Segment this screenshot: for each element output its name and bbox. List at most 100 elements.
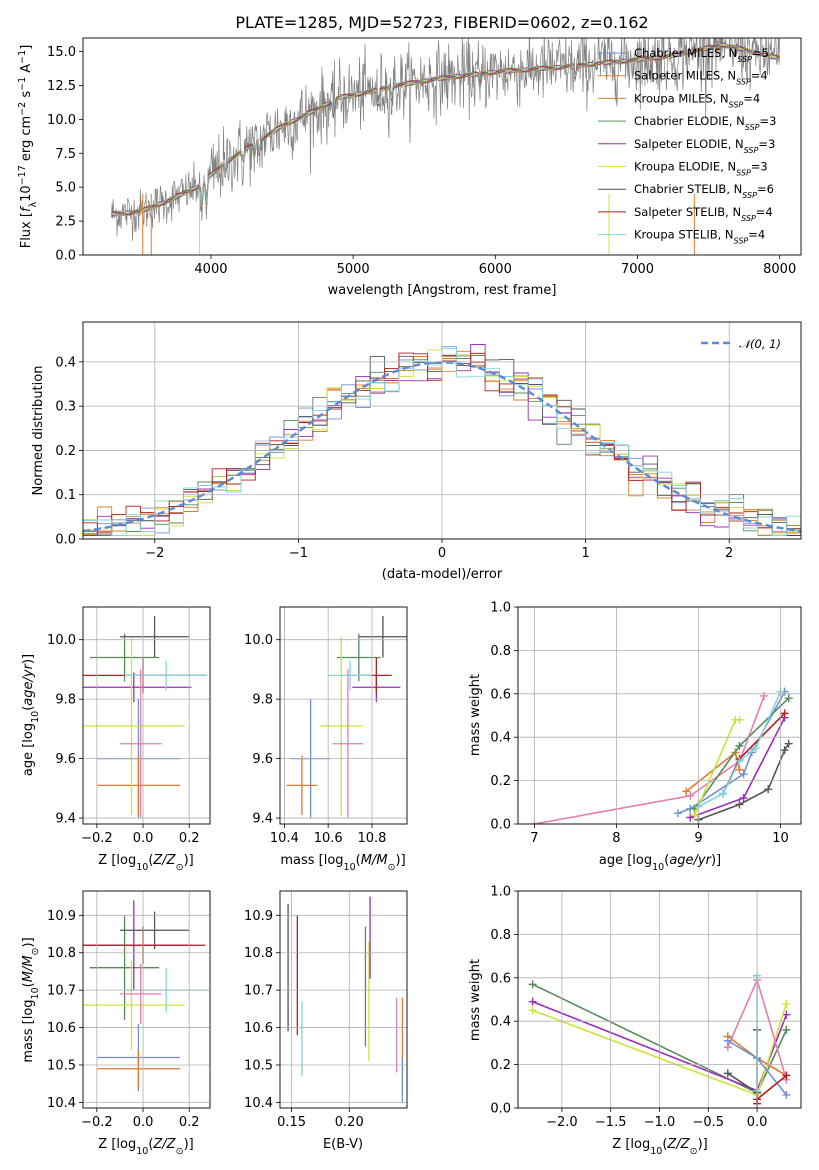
- y-tick-label: 10.7: [244, 984, 273, 999]
- legend-label: Kroupa ELODIE, NSSP=3: [634, 160, 768, 178]
- weight-marker: [780, 746, 789, 755]
- y-tick-label: 10.8: [47, 946, 76, 961]
- x-tick-label: 2: [725, 546, 733, 561]
- y-tick-label: 10.0: [47, 113, 76, 128]
- x-tick-label: 8: [612, 831, 620, 846]
- panel-1: 4000 5000 6000 7000 8000 0.0 2.5 5.0 7.5 10.0 12.5…: [47, 37, 802, 277]
- weight-marker: [747, 748, 756, 757]
- weight-line: [690, 717, 786, 819]
- plot-area-7: [287, 896, 404, 1103]
- y-tick-label: 10.9: [47, 909, 76, 924]
- x-tick-label: 6000: [479, 262, 512, 277]
- x-axis-label: (data-model)/error: [382, 567, 503, 582]
- weight-marker: [686, 791, 695, 800]
- x-tick-label: 0.0: [747, 1115, 768, 1130]
- weight-marker: [784, 694, 793, 703]
- weight-marker: [723, 1036, 732, 1045]
- y-axis-label: mass [log10(M/M⊙)]: [21, 937, 41, 1062]
- plot-area-1: [111, 38, 780, 255]
- x-tick-label: −1.0: [644, 1115, 676, 1130]
- legend-label: Salpeter STELIB, NSSP=4: [634, 205, 773, 223]
- weight-line: [534, 695, 765, 824]
- legend: Chabrier MILES, NSSP=5 Salpeter MILES, NS…: [598, 46, 776, 245]
- y-tick-label: 0.2: [490, 774, 511, 789]
- axes-frame: [279, 890, 408, 1109]
- y-tick-label: 10.0: [244, 633, 273, 648]
- y-tick-label: 0.2: [55, 444, 76, 459]
- model-spectrum: [111, 43, 780, 216]
- axes-frame: [82, 37, 802, 256]
- weight-marker: [760, 691, 769, 700]
- x-tick-label: 0.15: [277, 1115, 306, 1130]
- y-axis-label: mass weight: [468, 959, 483, 1041]
- weight-marker: [739, 793, 748, 802]
- y-tick-label: 10.4: [47, 1096, 76, 1111]
- axes-frame: [82, 606, 211, 825]
- panel-6: −0.2 0.0 0.2 10.4 10.5 10.6 10.7 10.8 10.9: [47, 890, 211, 1130]
- y-tick-label: 10.6: [244, 1021, 273, 1036]
- y-tick-label: 12.5: [47, 79, 76, 94]
- y-tick-label: 9.6: [252, 752, 273, 767]
- weight-marker: [673, 809, 682, 818]
- y-tick-label: 9.4: [55, 812, 76, 827]
- plot-area-6: [83, 900, 208, 1092]
- x-tick-label: 0.0: [133, 831, 154, 846]
- x-axis-label: wavelength [Angstrom, rest frame]: [328, 283, 557, 298]
- weight-marker: [723, 1069, 732, 1078]
- y-tick-label: 7.5: [55, 147, 76, 162]
- x-axis-label: E(B-V): [323, 1137, 363, 1152]
- y-tick-label: 0.3: [55, 400, 76, 415]
- plot-area-5: [530, 687, 793, 824]
- weight-marker: [735, 765, 744, 774]
- weight-marker: [528, 997, 537, 1006]
- x-tick-label: 1: [581, 546, 589, 561]
- weight-marker: [739, 770, 748, 779]
- legend-label: Salpeter MILES, NSSP=4: [634, 69, 768, 87]
- x-tick-label: 7000: [621, 262, 654, 277]
- x-tick-label: 7: [530, 831, 538, 846]
- x-axis-label: Z [log10(Z/Z⊙)]: [98, 1137, 193, 1157]
- x-tick-label: 9: [694, 831, 702, 846]
- weight-marker: [782, 999, 791, 1008]
- weight-marker: [735, 757, 744, 766]
- y-axis-label: Normed distribution: [31, 366, 46, 496]
- x-tick-label: −0.2: [81, 1115, 113, 1130]
- panel-8: −2.0 −1.5 −1.0 −0.5 0.0 0.0 0.2 0.4 0.6 0.8 1.0: [490, 885, 802, 1130]
- y-tick-label: 1.0: [490, 885, 511, 900]
- y-tick-label: 10.6: [47, 1021, 76, 1036]
- data-spectrum: [111, 38, 780, 241]
- y-tick-label: 0.4: [490, 731, 511, 746]
- panel-5: 7 8 9 10 0.0 0.2 0.4 0.6 0.8 1.0: [490, 601, 802, 846]
- weight-marker: [784, 739, 793, 748]
- weight-marker: [686, 813, 695, 822]
- x-axis-label: mass [log10(M/M⊙)]: [280, 853, 405, 873]
- panel-2: −2 −1 0 1 2 0.0 0.1 0.2 0.3 0.4: [55, 321, 802, 561]
- legend-label: Kroupa MILES, NSSP=4: [634, 91, 760, 109]
- x-tick-label: 10.8: [357, 831, 386, 846]
- axes-frame: [82, 321, 802, 540]
- y-tick-label: 10.4: [244, 1096, 273, 1111]
- weight-marker: [528, 1006, 537, 1015]
- y-tick-label: 0.0: [490, 1102, 511, 1117]
- y-tick-label: 9.4: [252, 812, 273, 827]
- y-tick-label: 0.6: [490, 971, 511, 986]
- weight-marker: [782, 1090, 791, 1099]
- axes-frame: [517, 606, 802, 825]
- y-tick-label: 10.0: [47, 633, 76, 648]
- y-tick-label: 15.0: [47, 45, 76, 60]
- y-tick-label: 0.2: [490, 1058, 511, 1073]
- weight-marker: [690, 811, 699, 820]
- x-tick-label: −1.5: [595, 1115, 627, 1130]
- y-tick-label: 0.8: [490, 928, 511, 943]
- legend-label: Salpeter ELODIE, NSSP=3: [634, 137, 775, 155]
- x-tick-label: 10: [772, 831, 789, 846]
- model-spectrum: [111, 44, 780, 215]
- weight-marker: [682, 787, 691, 796]
- x-tick-label: −0.2: [81, 831, 113, 846]
- y-tick-label: 5.0: [55, 181, 76, 196]
- x-tick-label: −2.0: [546, 1115, 578, 1130]
- weight-marker: [719, 789, 728, 798]
- weight-line: [677, 691, 786, 814]
- y-tick-label: 0.4: [490, 1015, 511, 1030]
